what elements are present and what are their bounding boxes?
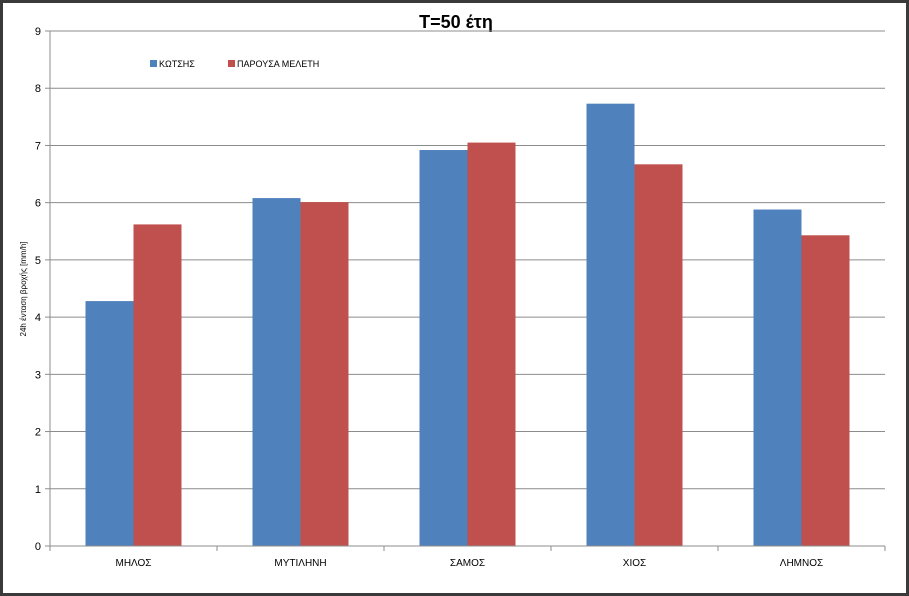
x-tick-label: ΜΗΛΟΣ [116,558,152,569]
bar [753,209,802,547]
y-tick-label: 2 [35,427,41,439]
legend: ΚΩΤΣΗΣ ΠΑΡΟΥΣΑ ΜΕΛΕΤΗ [150,59,319,69]
bar [634,164,683,547]
bars [85,103,850,547]
y-tick-label: 8 [35,83,41,95]
x-tick-label: ΛΗΜΝΟΣ [780,558,823,569]
bar [252,198,301,547]
bar [467,142,516,547]
bar [133,224,182,546]
legend-swatch [228,60,235,67]
y-tick-label: 4 [35,312,41,324]
bar [300,202,349,546]
y-tick-label: 6 [35,198,41,210]
y-tick-label: 7 [35,140,41,152]
axes: 0 1 2 3 4 5 6 7 8 9 ΜΗΛΟΣ ΜΥΤΙΛΗΝΗ ΣΑΜΟΣ ΧΙΟΣ ΛΗΜΝΟΣ [35,26,886,569]
bar [586,103,635,546]
legend-label: ΚΩΤΣΗΣ [159,59,195,69]
y-tick-label: 0 [35,541,41,553]
x-tick-label: ΧΙΟΣ [623,558,646,569]
chart-title: T=50 έτη [419,12,493,32]
bar [419,150,468,546]
y-axis-label: 24h ένταση βροχής [mm/h] [19,242,28,337]
legend-swatch [150,60,157,67]
y-tick-label: 1 [35,484,41,496]
bar [85,301,134,546]
y-tick-label: 3 [35,369,41,381]
y-tick-label: 5 [35,255,41,267]
bar [801,235,850,547]
y-tick-label: 9 [35,26,41,38]
legend-label: ΠΑΡΟΥΣΑ ΜΕΛΕΤΗ [237,59,319,69]
x-tick-label: ΣΑΜΟΣ [450,558,485,569]
x-tick-label: ΜΥΤΙΛΗΝΗ [274,558,326,569]
